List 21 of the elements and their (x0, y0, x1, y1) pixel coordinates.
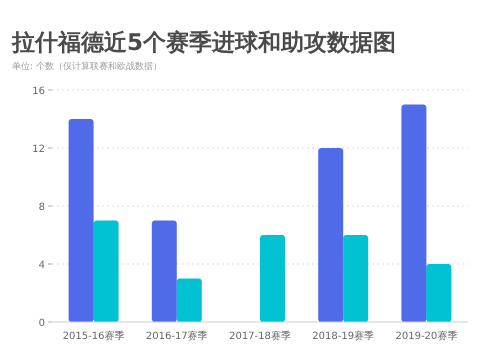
x-tick-label: 2015-16赛季 (62, 330, 124, 342)
y-tick-label: 4 (38, 260, 45, 271)
y-tick-label: 8 (38, 202, 45, 213)
bar (426, 264, 452, 322)
bar (152, 220, 177, 322)
bar (68, 119, 94, 322)
bar (318, 148, 344, 322)
y-tick-label: 0 (38, 318, 45, 329)
bar (401, 104, 426, 322)
x-tick-label: 2017-18赛季 (229, 330, 291, 342)
bar (260, 235, 285, 322)
x-tick-label: 2016-17赛季 (146, 330, 208, 342)
x-tick-label: 2019-20赛季 (396, 330, 458, 342)
y-tick-label: 16 (32, 86, 45, 97)
bar (94, 220, 119, 322)
chart-subtitle: 单位: 个数（仅计算联赛和欧战数据） (12, 61, 162, 72)
x-tick-label: 2018-19赛季 (312, 330, 374, 342)
y-tick-label: 12 (32, 144, 45, 155)
chart-title: 拉什福德近5个赛季进球和助攻数据图 (11, 29, 396, 56)
bar (343, 235, 368, 322)
bar (176, 278, 202, 322)
